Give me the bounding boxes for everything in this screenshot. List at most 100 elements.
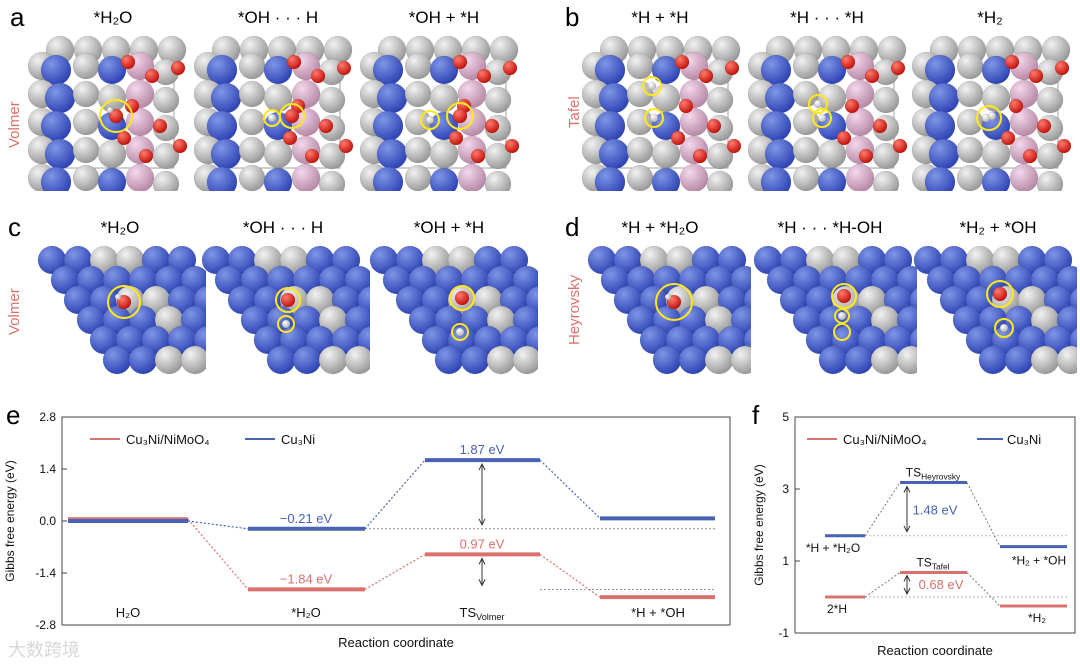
atom-blue bbox=[512, 305, 538, 335]
struct-title-a3: *OH + *H bbox=[408, 8, 480, 27]
atom-surface bbox=[429, 167, 459, 191]
y-axis-label: Gibbs free energy (eV) bbox=[752, 464, 766, 585]
atom-blue bbox=[210, 138, 242, 170]
atom-gray bbox=[626, 164, 654, 191]
atom-gray bbox=[344, 345, 370, 375]
atom-gray bbox=[1036, 170, 1064, 191]
atom-gray bbox=[792, 52, 820, 80]
adsorbate-h bbox=[987, 111, 997, 121]
atom-oxygen bbox=[336, 60, 352, 76]
legend-label-blue: Cu₃Ni bbox=[281, 432, 315, 447]
atom-blue bbox=[818, 345, 848, 375]
atom-gray bbox=[1056, 345, 1077, 375]
atom-pink bbox=[457, 163, 487, 191]
structure-b1 bbox=[582, 36, 742, 191]
atom-gray bbox=[318, 345, 348, 375]
atom-blue bbox=[844, 345, 874, 375]
atom-gray bbox=[404, 164, 432, 191]
barrier-arrow-blue-head bbox=[903, 525, 911, 533]
atom-oxygen bbox=[1054, 60, 1070, 76]
atom-pink bbox=[679, 163, 709, 191]
highlight-ring bbox=[107, 285, 141, 319]
atom-blue bbox=[44, 138, 76, 170]
atom-gray bbox=[404, 80, 432, 108]
atom-oxygen bbox=[144, 68, 160, 84]
struct-title-a2: *OH · · · H bbox=[237, 8, 319, 27]
atom-oxygen bbox=[840, 54, 856, 70]
atom-blue bbox=[1043, 246, 1073, 275]
atom-surface bbox=[651, 167, 681, 191]
atom-blue bbox=[376, 82, 408, 114]
side-label-b: Tafel bbox=[566, 96, 583, 128]
atom-oxygen bbox=[452, 54, 468, 70]
atom-blue bbox=[760, 166, 792, 191]
atom-blue bbox=[180, 305, 206, 335]
atom-oxygen bbox=[448, 130, 464, 146]
structure-a2 bbox=[194, 36, 354, 191]
atom-oxygen bbox=[670, 130, 686, 146]
atom-oxygen bbox=[470, 148, 486, 164]
atom-oxygen bbox=[858, 148, 874, 164]
structure-b3 bbox=[912, 36, 1072, 191]
atom-blue bbox=[44, 82, 76, 114]
atom-blue bbox=[344, 305, 370, 335]
structure-a3 bbox=[360, 36, 520, 191]
atom-gray bbox=[792, 164, 820, 191]
adsorbate-h bbox=[114, 293, 122, 301]
adsorbate-oxygen bbox=[280, 292, 296, 308]
atom-blue bbox=[598, 138, 630, 170]
atom-blue bbox=[499, 246, 529, 275]
barrier-arrow-red-head bbox=[903, 587, 911, 596]
atom-gray bbox=[870, 345, 900, 375]
atom-gray bbox=[626, 108, 654, 136]
atom-gray bbox=[730, 345, 751, 375]
atom-gray bbox=[152, 170, 180, 191]
plot-frame bbox=[794, 416, 1076, 634]
atom-gray bbox=[154, 345, 184, 375]
highlight-ring bbox=[449, 285, 475, 311]
highlight-ring bbox=[277, 315, 295, 333]
atom-blue bbox=[1004, 345, 1034, 375]
atom-pink bbox=[845, 163, 875, 191]
atom-oxygen bbox=[502, 60, 518, 76]
structure-d1 bbox=[587, 246, 751, 375]
atom-gray bbox=[896, 345, 917, 375]
x-axis-label: Reaction coordinate bbox=[338, 635, 454, 650]
highlight-ring bbox=[263, 109, 281, 127]
highlight-ring bbox=[831, 283, 857, 309]
highlight-ring bbox=[446, 102, 474, 130]
atom-oxygen bbox=[674, 54, 690, 70]
x-axis-label: Reaction coordinate bbox=[877, 643, 993, 658]
connector bbox=[187, 520, 249, 530]
atom-blue bbox=[206, 166, 238, 191]
structure-d3 bbox=[913, 246, 1077, 375]
y-tick-label: 3 bbox=[782, 482, 789, 496]
atom-surface bbox=[817, 167, 847, 191]
panel-letter-e: e bbox=[6, 400, 21, 430]
highlight-ring bbox=[420, 110, 440, 130]
atom-gray bbox=[626, 136, 654, 164]
struct-title-c2: *OH · · · H bbox=[242, 218, 324, 237]
adsorbate-oxygen bbox=[108, 108, 124, 124]
atom-oxygen bbox=[504, 138, 520, 154]
struct-title-d3: *H₂ + *OH bbox=[959, 218, 1037, 237]
atom-surface bbox=[817, 83, 847, 113]
connector bbox=[364, 459, 426, 530]
point-label: 2*H bbox=[827, 602, 847, 616]
atom-gray bbox=[72, 136, 100, 164]
energy-diagram-f: 5 3 1 -1 Gibbs free energy (eV) Reaction coor… bbox=[752, 410, 1076, 658]
atom-oxygen bbox=[678, 98, 694, 114]
atom-blue bbox=[512, 265, 538, 295]
atom-blue bbox=[376, 138, 408, 170]
atom-blue bbox=[180, 265, 206, 295]
atom-gray bbox=[486, 345, 516, 375]
annotation-level-blue: −0.21 eV bbox=[280, 511, 333, 526]
atom-oxygen bbox=[864, 68, 880, 84]
highlight-ring bbox=[808, 94, 828, 114]
structure-c2 bbox=[201, 246, 370, 375]
atom-oxygen bbox=[310, 68, 326, 84]
atom-gray bbox=[404, 136, 432, 164]
atom-gray bbox=[792, 136, 820, 164]
atom-oxygen bbox=[726, 138, 742, 154]
struct-title-c1: *H₂O bbox=[100, 218, 140, 237]
